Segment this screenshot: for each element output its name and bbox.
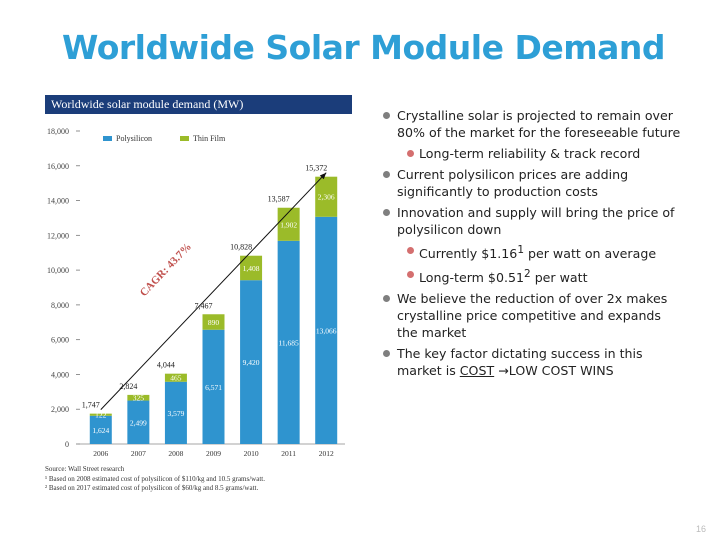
footnotes: Source: Wall Street research ¹ Based on … xyxy=(45,465,265,494)
slide-title: Worldwide Solar Module Demand xyxy=(62,28,666,67)
bullet-text: The key factor dictating success in this… xyxy=(397,346,643,379)
x-tick-label: 2006 xyxy=(93,449,108,458)
footnote-ref: 1 xyxy=(517,244,524,256)
bar-polysilicon xyxy=(164,381,187,444)
y-tick-label: 0 xyxy=(65,440,69,449)
bar-thin-film xyxy=(127,394,150,401)
right-arrow-icon: → xyxy=(498,363,509,379)
sub-bullet-item: Currently $1.161 per watt on average xyxy=(383,242,683,262)
x-tick-label: 2011 xyxy=(281,449,296,458)
label-thin-film: 1,408 xyxy=(243,264,260,273)
bullet-item: Current polysilicon prices are adding si… xyxy=(383,166,683,200)
bullet-text: Long-term reliability & track record xyxy=(419,146,641,161)
bullet-dot-icon xyxy=(383,171,390,178)
sub-bullet-item: Long-term reliability & track record xyxy=(383,145,683,162)
legend-label-thin-film: Thin Film xyxy=(193,134,226,143)
label-thin-film: 122 xyxy=(95,411,107,420)
label-thin-film: 465 xyxy=(170,374,182,383)
bullet-dot-icon xyxy=(383,350,390,358)
bullet-item: Crystalline solar is projected to remain… xyxy=(383,107,683,141)
total-label: 10,828 xyxy=(230,243,252,252)
bar-polysilicon xyxy=(240,280,263,444)
bar-thin-film xyxy=(202,314,225,330)
cagr-arrowhead-icon xyxy=(319,172,327,180)
label-polysilicon: 13,066 xyxy=(316,326,337,335)
x-tick-label: 2008 xyxy=(168,449,183,458)
y-tick-label: 12,000 xyxy=(47,231,69,240)
bar-polysilicon xyxy=(277,240,300,444)
chart-header: Worldwide solar module demand (MW) xyxy=(45,95,352,114)
bullet-item: The key factor dictating success in this… xyxy=(383,345,683,379)
bullet-text: We believe the reduction of over 2x make… xyxy=(397,291,668,341)
y-tick-label: 10,000 xyxy=(47,266,69,275)
cagr-line xyxy=(100,172,327,410)
bullet-text: Innovation and supply will bring the pri… xyxy=(397,205,675,237)
sub-bullet-dot-icon xyxy=(407,247,414,254)
label-thin-film: 2,306 xyxy=(318,193,335,202)
label-polysilicon: 3,579 xyxy=(167,409,184,418)
label-thin-film: 1,902 xyxy=(280,220,297,229)
bullet-item: We believe the reduction of over 2x make… xyxy=(383,290,683,341)
bar-thin-film xyxy=(277,207,300,241)
label-thin-film: 325 xyxy=(133,394,145,403)
bar-polysilicon xyxy=(315,216,338,444)
y-tick-label: 18,000 xyxy=(47,127,69,136)
total-label: 4,044 xyxy=(157,361,175,370)
y-tick-label: 2,000 xyxy=(51,405,69,414)
total-label: 15,372 xyxy=(305,164,327,173)
footnote-ref: 2 xyxy=(524,268,531,281)
bullet-list: Crystalline solar is projected to remain… xyxy=(383,107,683,379)
label-polysilicon: 2,499 xyxy=(130,418,147,427)
bullet-dot-icon xyxy=(383,209,390,216)
footnote-2: ² Based on 2017 estimated cost of polysi… xyxy=(45,484,259,492)
x-tick-label: 2010 xyxy=(244,449,259,458)
y-tick-label: 6,000 xyxy=(51,336,69,345)
bullet-text: Current polysilicon prices are adding si… xyxy=(397,167,629,199)
bar-polysilicon xyxy=(89,415,112,444)
bullet-text: Long-term $0.51 xyxy=(419,270,524,286)
bar-polysilicon xyxy=(127,400,150,444)
bullet-text: Currently $1.16 xyxy=(419,246,518,262)
x-tick-label: 2007 xyxy=(131,449,146,458)
total-label: 2,824 xyxy=(119,382,137,391)
bar-thin-film xyxy=(240,255,263,281)
total-label: 13,587 xyxy=(268,195,290,204)
bullet-dot-icon xyxy=(383,112,390,119)
page-number: 16 xyxy=(695,524,706,534)
total-label: 7,467 xyxy=(195,301,213,310)
total-label: 1,747 xyxy=(82,401,100,410)
label-polysilicon: 11,685 xyxy=(278,338,299,347)
footnote-1: ¹ Based on 2008 estimated cost of polysi… xyxy=(45,474,265,483)
y-tick-label: 16,000 xyxy=(47,162,69,171)
bullet-text: LOW COST WINS xyxy=(508,363,614,379)
bullet-text: Crystalline solar is projected to remain… xyxy=(397,108,681,140)
y-tick-label: 14,000 xyxy=(47,197,69,206)
bar-thin-film xyxy=(315,176,338,217)
plot-area xyxy=(45,114,352,462)
sub-bullet-item: Long-term $0.512 per watt xyxy=(383,266,683,286)
bar-thin-film xyxy=(164,373,187,382)
bar-polysilicon xyxy=(202,329,225,444)
y-tick-label: 8,000 xyxy=(51,301,69,310)
bar-thin-film xyxy=(89,413,112,416)
bullet-text: per watt on average xyxy=(524,246,657,262)
label-polysilicon: 9,420 xyxy=(243,358,260,367)
x-tick-label: 2009 xyxy=(206,449,221,458)
sub-bullet-dot-icon xyxy=(407,150,414,157)
x-tick-label: 2012 xyxy=(319,449,334,458)
label-polysilicon: 1,624 xyxy=(92,426,109,435)
legend-label-polysilicon: Polysilicon xyxy=(116,134,152,143)
footnote-source: Source: Wall Street research xyxy=(45,465,125,473)
legend-swatch-polysilicon xyxy=(103,136,112,141)
y-tick-label: 4,000 xyxy=(51,370,69,379)
bullet-item: Innovation and supply will bring the pri… xyxy=(383,204,683,238)
label-polysilicon: 6,571 xyxy=(205,383,222,392)
sub-bullet-dot-icon xyxy=(407,271,414,279)
bullet-text: per watt xyxy=(530,270,588,286)
legend-swatch-thin-film xyxy=(180,136,189,141)
cost-underlined: COST xyxy=(459,363,495,379)
label-thin-film: 890 xyxy=(208,318,220,327)
bullet-dot-icon xyxy=(383,295,390,303)
stacked-bar-chart: 0 2,000 4,000 6,000 8,000 10,000 12,000 14,000 1… xyxy=(45,114,352,462)
